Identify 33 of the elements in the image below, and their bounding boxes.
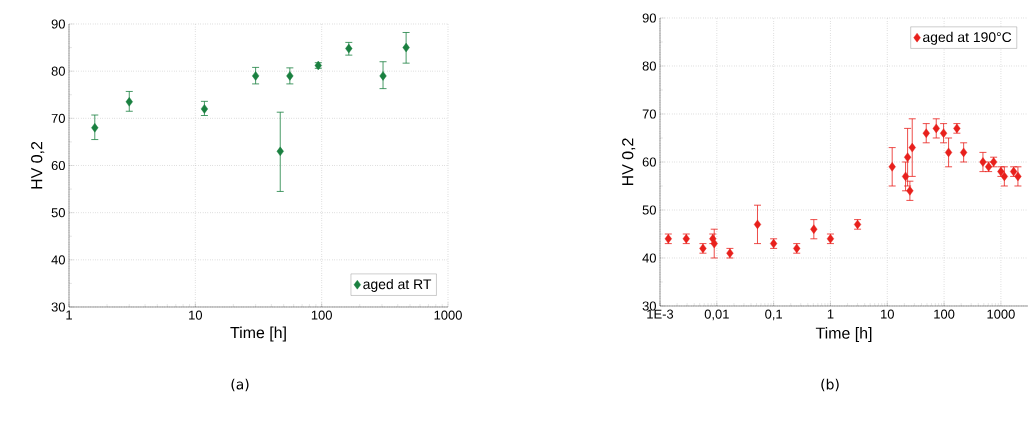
- x-tick-label: 1: [827, 309, 834, 319]
- y-tick-label: 80: [642, 61, 656, 71]
- x-tick-label: 1000: [987, 309, 1015, 319]
- y-tick-label: 50: [51, 208, 65, 218]
- x-tick-label: 100: [311, 310, 332, 320]
- y-tick-label: 40: [642, 253, 656, 263]
- x-tick-label: 0,01: [704, 309, 729, 321]
- legend-label: aged at 190°C: [923, 31, 1012, 45]
- x-tick-label: 100: [934, 309, 955, 319]
- y-tick-label: 30: [642, 301, 656, 311]
- x-tick-label: 10: [881, 309, 894, 319]
- x-tick-label: 1000: [434, 310, 462, 320]
- y-axis-title: HV 0,2: [31, 141, 45, 189]
- x-axis-title: Time [h]: [815, 327, 872, 342]
- x-tick-label: 10: [189, 310, 203, 320]
- x-axis-title: Time [h]: [230, 326, 286, 342]
- y-tick-label: 80: [51, 66, 65, 76]
- text: (b): [821, 378, 839, 392]
- y-tick-label: 90: [51, 19, 65, 29]
- y-tick-label: 70: [642, 109, 656, 119]
- y-tick-label: 70: [51, 113, 65, 123]
- y-tick-label: 60: [51, 160, 65, 171]
- text: (a): [231, 378, 249, 392]
- y-tick-label: 60: [642, 157, 656, 167]
- x-tick-label: 1E-3: [647, 309, 674, 319]
- y-tick-label: 30: [51, 302, 65, 312]
- y-tick-label: 90: [642, 13, 656, 23]
- y-tick-label: 40: [51, 255, 65, 265]
- legend-label: aged at RT: [363, 278, 432, 292]
- y-axis-title: HV 0,2: [622, 138, 636, 186]
- x-tick-label: 0,1: [765, 309, 783, 321]
- x-tick-label: 1: [66, 310, 72, 320]
- y-tick-label: 50: [642, 205, 656, 215]
